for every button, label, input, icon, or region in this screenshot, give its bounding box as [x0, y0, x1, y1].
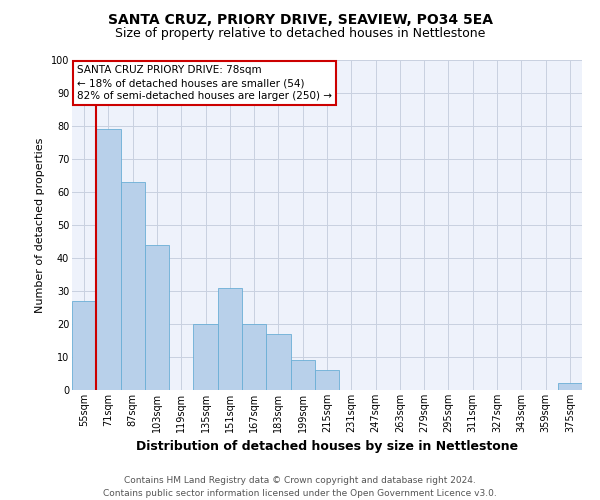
- Bar: [558, 384, 582, 390]
- Text: Size of property relative to detached houses in Nettlestone: Size of property relative to detached ho…: [115, 28, 485, 40]
- Bar: [121, 182, 145, 390]
- Bar: [145, 245, 169, 390]
- Text: SANTA CRUZ PRIORY DRIVE: 78sqm
← 18% of detached houses are smaller (54)
82% of : SANTA CRUZ PRIORY DRIVE: 78sqm ← 18% of …: [77, 65, 332, 102]
- Bar: [193, 324, 218, 390]
- Bar: [96, 130, 121, 390]
- X-axis label: Distribution of detached houses by size in Nettlestone: Distribution of detached houses by size …: [136, 440, 518, 454]
- Bar: [72, 301, 96, 390]
- Bar: [315, 370, 339, 390]
- Text: SANTA CRUZ, PRIORY DRIVE, SEAVIEW, PO34 5EA: SANTA CRUZ, PRIORY DRIVE, SEAVIEW, PO34 …: [107, 12, 493, 26]
- Y-axis label: Number of detached properties: Number of detached properties: [35, 138, 45, 312]
- Bar: [218, 288, 242, 390]
- Text: Contains HM Land Registry data © Crown copyright and database right 2024.
Contai: Contains HM Land Registry data © Crown c…: [103, 476, 497, 498]
- Bar: [290, 360, 315, 390]
- Bar: [266, 334, 290, 390]
- Bar: [242, 324, 266, 390]
